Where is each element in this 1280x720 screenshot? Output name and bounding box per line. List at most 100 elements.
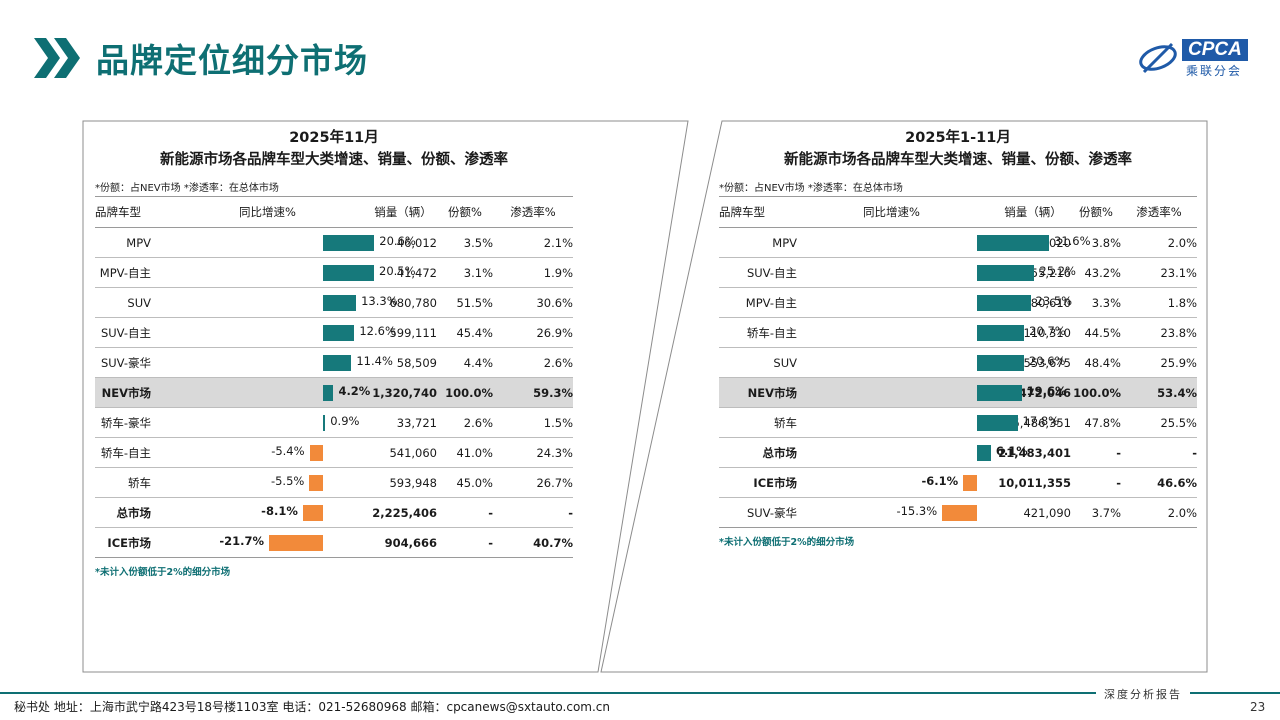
row-category: SUV-自主 bbox=[95, 317, 157, 348]
penetration-cell: 2.6% bbox=[493, 347, 573, 378]
logo-subtitle: 乘联分会 bbox=[1186, 64, 1243, 78]
growth-bar bbox=[323, 235, 375, 251]
table-row: SUV 20.6% 5,553,675 48.4% 25.9% bbox=[719, 347, 1197, 378]
share-cell: - bbox=[1071, 437, 1121, 468]
chevron-logo-icon bbox=[34, 38, 80, 78]
table-row: 轿车-自主 20.7% 5,110,310 44.5% 23.8% bbox=[719, 317, 1197, 348]
growth-label: 4.2% bbox=[338, 384, 371, 398]
growth-cell: 20.7% bbox=[803, 317, 1066, 348]
growth-bar bbox=[309, 475, 323, 491]
growth-cell: 19.6% bbox=[803, 377, 1067, 408]
growth-cell: 13.3% bbox=[157, 287, 398, 318]
growth-bar bbox=[977, 235, 1049, 251]
penetration-cell: 2.1% bbox=[493, 227, 573, 258]
growth-label: -21.7% bbox=[219, 534, 264, 548]
share-cell: 45.4% bbox=[437, 317, 493, 348]
column-header: 渗透率% bbox=[493, 196, 573, 228]
growth-bar bbox=[963, 475, 977, 491]
growth-label: 13.3% bbox=[361, 294, 398, 308]
growth-bar bbox=[269, 535, 323, 551]
penetration-cell: 2.0% bbox=[1121, 497, 1197, 528]
growth-bar bbox=[323, 265, 374, 281]
table-row: SUV 13.3% 680,780 51.5% 30.6% bbox=[95, 287, 573, 318]
growth-label: 11.4% bbox=[356, 354, 393, 368]
table-header-row: 品牌车型 同比增速% 销量（辆） 份额% 渗透率% bbox=[95, 196, 573, 228]
row-category: MPV-自主 bbox=[95, 257, 157, 288]
row-category: MPV bbox=[95, 227, 157, 258]
table-row: MPV-自主 20.5% 41,472 3.1% 1.9% bbox=[95, 257, 573, 288]
growth-cell: 0.9% bbox=[157, 407, 369, 438]
penetration-cell: 2.0% bbox=[1121, 227, 1197, 258]
panel-subtitle: 新能源市场各品牌车型大类增速、销量、份额、渗透率 bbox=[784, 152, 1132, 168]
panel-title: 2025年1-11月 bbox=[905, 130, 1011, 146]
column-header: 份额% bbox=[1071, 196, 1121, 228]
share-cell: - bbox=[437, 497, 493, 528]
table-row: 轿车-自主 -5.4% 541,060 41.0% 24.3% bbox=[95, 437, 573, 468]
column-header: 品牌车型 bbox=[719, 196, 803, 228]
table-row: MPV 20.6% 46,012 3.5% 2.1% bbox=[95, 227, 573, 258]
growth-label: -8.1% bbox=[261, 504, 298, 518]
sales-cell: 1,320,740 bbox=[369, 377, 437, 408]
row-category: ICE市场 bbox=[719, 467, 803, 498]
sales-cell: 2,225,406 bbox=[369, 497, 437, 528]
share-cell: 3.3% bbox=[1071, 287, 1121, 318]
table-row: SUV-豪华 11.4% 58,509 4.4% 2.6% bbox=[95, 347, 573, 378]
column-header: 渗透率% bbox=[1121, 196, 1197, 228]
growth-label: 23.5% bbox=[1035, 294, 1073, 308]
data-table: 品牌车型同比增速%销量（辆）份额%渗透率%MPV31.6%432,0203.8%… bbox=[719, 196, 1197, 528]
share-cell: 48.4% bbox=[1071, 347, 1121, 378]
table-row: 总市场 6.1% 21,483,401- - bbox=[719, 437, 1197, 468]
growth-bar bbox=[309, 445, 323, 461]
footer-contact: 秘书处 地址：上海市武宁路423号18号楼1103室 电话：021-526809… bbox=[14, 700, 611, 714]
table-row: ICE市场 -21.7% 904,666-40.7% bbox=[95, 527, 573, 558]
column-header: 同比增速% bbox=[803, 196, 995, 228]
share-cell: 3.5% bbox=[437, 227, 493, 258]
share-cell: 47.8% bbox=[1071, 407, 1121, 438]
penetration-cell: 26.7% bbox=[493, 467, 573, 498]
sales-cell: 5,110,310 bbox=[995, 317, 1071, 348]
table-row: SUV-自主 12.6% 599,111 45.4% 26.9% bbox=[95, 317, 573, 348]
table-row: SUV-豪华 -15.3% 421,090 3.7% 2.0% bbox=[719, 497, 1197, 528]
penetration-cell: 59.3% bbox=[493, 377, 573, 408]
page-number: 23 bbox=[1250, 700, 1266, 714]
growth-cell: 25.2% bbox=[803, 257, 1076, 288]
table-row: 总市场 -8.1% 2,225,406- - bbox=[95, 497, 573, 528]
growth-cell: 20.6% bbox=[803, 347, 1065, 378]
panel-footnote: *未计入份额低于2%的细分市场 bbox=[95, 567, 231, 578]
sales-cell: 593,948 bbox=[369, 467, 437, 498]
growth-bar bbox=[977, 265, 1035, 281]
share-cell: 100.0% bbox=[437, 377, 493, 408]
penetration-cell: 23.8% bbox=[1121, 317, 1197, 348]
table-row: NEV市场 19.6% 11,472,046 100.0% 53.4% bbox=[719, 377, 1197, 408]
sales-cell: 599,111 bbox=[369, 317, 437, 348]
growth-cell: 17.8% bbox=[803, 407, 1059, 438]
row-category: 轿车-自主 bbox=[719, 317, 803, 348]
growth-cell: -8.1% bbox=[157, 497, 369, 528]
panel-title: 2025年11月 bbox=[289, 130, 379, 146]
row-category: ICE市场 bbox=[95, 527, 157, 558]
penetration-cell: 46.6% bbox=[1121, 467, 1197, 498]
row-category: 轿车 bbox=[719, 407, 803, 438]
row-category: NEV市场 bbox=[719, 377, 803, 408]
growth-cell: 23.5% bbox=[803, 287, 1072, 318]
growth-label: 20.6% bbox=[1028, 354, 1066, 368]
row-category: 总市场 bbox=[719, 437, 803, 468]
growth-cell: -5.5% bbox=[157, 467, 369, 498]
cpca-logo-icon bbox=[1139, 42, 1177, 74]
table-header-row: 品牌车型 同比增速% 销量（辆） 份额% 渗透率% bbox=[719, 196, 1197, 228]
share-cell: - bbox=[437, 527, 493, 558]
growth-cell: -6.1% bbox=[803, 467, 995, 498]
column-header: 同比增速% bbox=[157, 196, 369, 228]
growth-bar bbox=[977, 355, 1024, 371]
growth-bar bbox=[323, 295, 357, 311]
sales-cell: 46,012 bbox=[369, 227, 437, 258]
table-row: MPV-自主 23.5% 380,610 3.3% 1.8% bbox=[719, 287, 1197, 318]
growth-label: 0.9% bbox=[330, 414, 360, 428]
growth-bar bbox=[977, 325, 1025, 341]
share-cell: 44.5% bbox=[1071, 317, 1121, 348]
growth-label: 31.6% bbox=[1054, 234, 1091, 248]
share-cell: 3.8% bbox=[1071, 227, 1121, 258]
sales-cell: 680,780 bbox=[369, 287, 437, 318]
share-cell: 45.0% bbox=[437, 467, 493, 498]
growth-bar bbox=[323, 355, 352, 371]
